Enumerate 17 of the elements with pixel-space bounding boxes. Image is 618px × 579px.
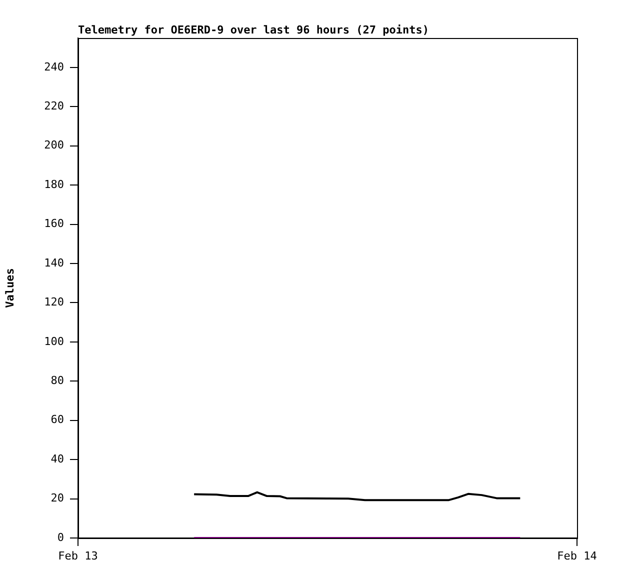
y-tick-label: 80 <box>50 374 64 387</box>
y-tick-label: 100 <box>44 334 64 348</box>
chart-title: Telemetry for OE6ERD-9 over last 96 hours (27 points) <box>78 23 429 36</box>
y-tick-label: 160 <box>44 217 64 230</box>
y-tick-label: 20 <box>50 492 64 505</box>
y-tick-label: 60 <box>50 413 64 426</box>
x-tick-label: Feb 13 <box>58 549 98 562</box>
y-axis-title: Values <box>3 268 16 308</box>
y-tick-label: 200 <box>44 138 64 152</box>
y-tick-label: 0 <box>57 530 64 544</box>
y-tick-label: 240 <box>44 60 64 74</box>
y-tick-label: 180 <box>44 178 64 191</box>
y-tick-label: 120 <box>44 296 64 309</box>
x-tick-label: Feb 14 <box>557 549 598 562</box>
y-tick-label: 140 <box>44 256 64 270</box>
y-tick-label: 40 <box>50 452 64 466</box>
y-tick-label: 220 <box>44 99 64 112</box>
